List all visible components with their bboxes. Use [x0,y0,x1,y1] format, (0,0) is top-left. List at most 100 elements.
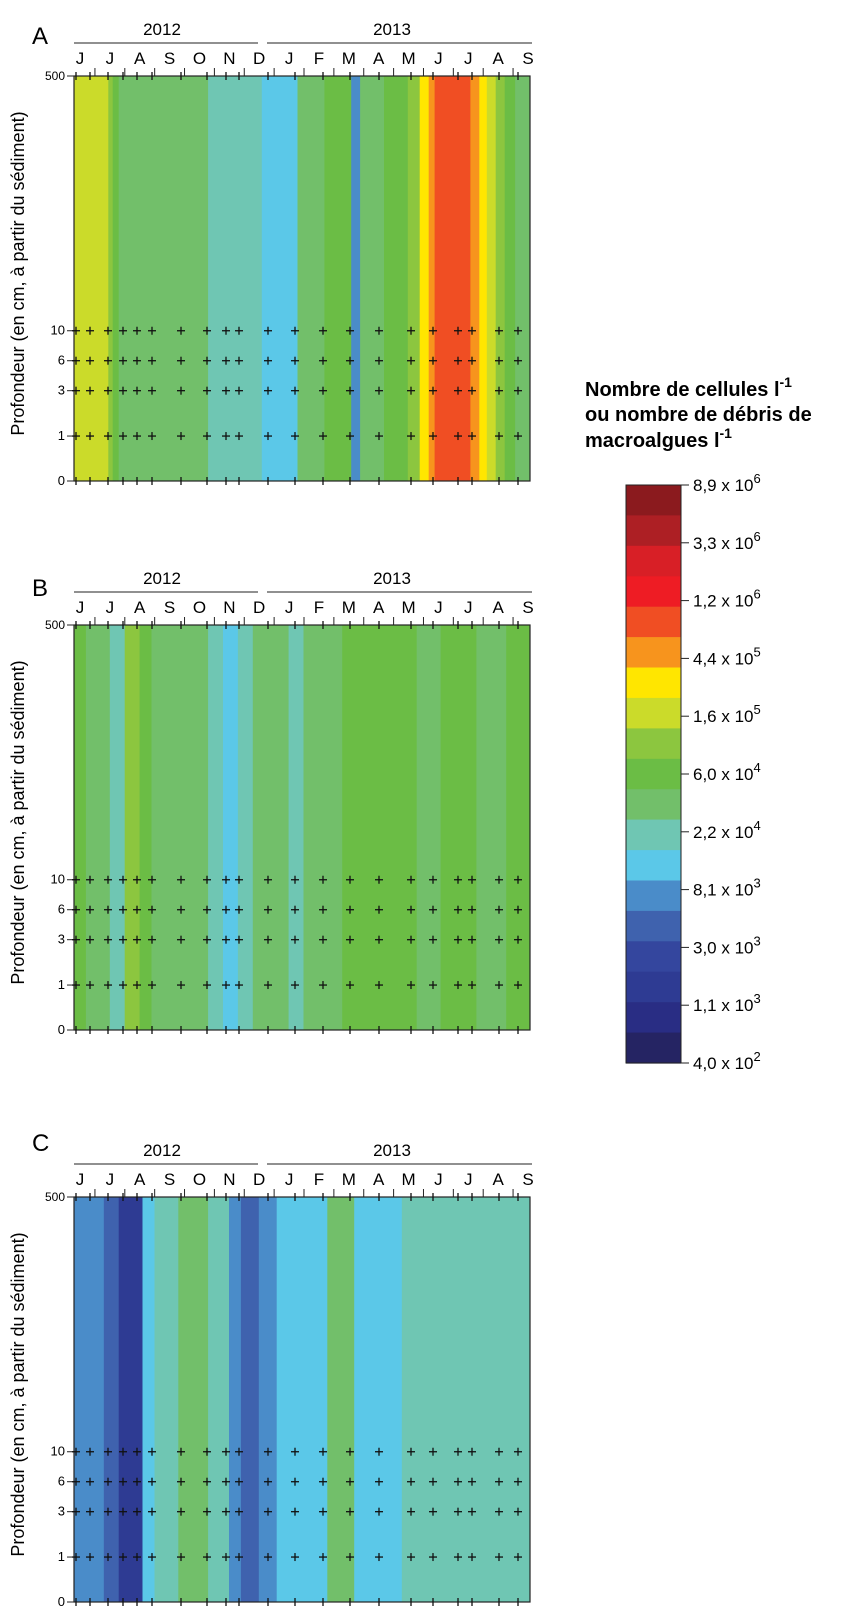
month-label: J [434,1170,443,1189]
month-label: J [464,1170,473,1189]
month-label: A [492,1170,504,1189]
month-label: M [401,598,415,617]
plot-frame [73,624,531,1031]
year-label: 2012 [143,569,181,588]
contour-band [85,625,111,1030]
y-axis-label: Profondeur (en cm, à partir du sédiment) [8,111,28,435]
y-tick-label: 0 [58,1594,65,1609]
month-label: A [134,598,146,617]
year-label: 2012 [143,1141,181,1160]
y-tick-label: 500 [45,1190,65,1204]
y-axis-label: Profondeur (en cm, à partir du sédiment) [8,1232,28,1556]
month-label: J [106,598,115,617]
month-label: A [492,49,504,68]
legend-swatch [626,1002,681,1034]
month-label: S [164,598,175,617]
y-tick-label: 10 [51,872,65,887]
contour-band [74,1197,105,1602]
month-label: M [342,49,356,68]
month-label: D [253,49,265,68]
month-label: N [223,598,235,617]
month-label: O [193,598,206,617]
legend-title-line2: ou nombre de débris de [585,404,812,426]
plot-frame [73,75,531,482]
month-label: M [342,598,356,617]
contour-band [258,1197,278,1602]
month-label: J [285,598,294,617]
contour-band [504,76,516,481]
contour-band [74,76,109,481]
plot-frame [73,1196,531,1603]
contour-band [252,625,290,1030]
month-label: S [522,598,533,617]
contour-band [261,76,299,481]
y-tick-label: 500 [45,618,65,632]
legend-swatch [626,789,681,821]
year-label: 2013 [373,569,411,588]
contour-band [240,1197,260,1602]
month-label: F [314,49,324,68]
legend-label: 1,6 x 105 [693,702,761,726]
month-label: J [76,1170,85,1189]
legend-label: 3,0 x 103 [693,933,761,957]
legend-label: 6,0 x 104 [693,760,761,784]
legend-label: 4,4 x 105 [693,644,761,668]
contour-band [384,76,409,481]
legend-swatch [626,819,681,851]
legend-swatch [626,606,681,638]
y-tick-label: 3 [58,1504,65,1519]
month-label: A [134,1170,146,1189]
legend-swatch [626,576,681,608]
month-label: A [134,49,146,68]
month-label: O [193,1170,206,1189]
month-label: J [76,49,85,68]
contour-band [407,76,421,481]
legend-swatch [626,971,681,1003]
contour-band [74,625,87,1030]
legend-swatch [626,1032,681,1064]
month-label: F [314,1170,324,1189]
legend-swatch [626,758,681,790]
month-label: S [164,1170,175,1189]
y-tick-label: 1 [58,977,65,992]
contour-band [351,76,361,481]
legend-title: Nombre de cellules l-1 [585,374,792,401]
contour-band [416,625,441,1030]
month-label: J [434,49,443,68]
y-tick-label: 6 [58,902,65,917]
legend-label: 1,1 x 103 [693,991,761,1015]
contour-band [495,76,506,481]
month-label: A [373,49,385,68]
panel-label: C [32,1130,49,1157]
year-label: 2013 [373,1141,411,1160]
legend-label: 8,1 x 103 [693,876,761,900]
panel-label: A [32,23,48,50]
legend-swatch [626,941,681,973]
contour-band [303,625,343,1030]
month-label: M [342,1170,356,1189]
month-label: M [401,1170,415,1189]
month-label: A [373,598,385,617]
legend-title-line3: macroalgues l-1 [585,425,732,452]
y-tick-label: 0 [58,473,65,488]
legend-label: 3,3 x 106 [693,529,761,553]
legend-swatch [626,485,681,516]
year-label: 2013 [373,20,411,39]
y-tick-label: 6 [58,1474,65,1489]
y-tick-label: 500 [45,69,65,83]
month-label: J [464,598,473,617]
legend-label: 2,2 x 104 [693,818,761,842]
contour-band [288,625,304,1030]
contour-band [428,76,436,481]
month-label: S [522,1170,533,1189]
contour-band [178,1197,209,1602]
contour-band [342,625,418,1030]
contour-band [208,76,263,481]
legend-swatch [626,697,681,729]
contour-band [479,76,488,481]
year-label: 2012 [143,20,181,39]
month-label: M [401,49,415,68]
legend-swatch [626,910,681,942]
legend-swatch [626,545,681,577]
contour-band [103,1197,120,1602]
